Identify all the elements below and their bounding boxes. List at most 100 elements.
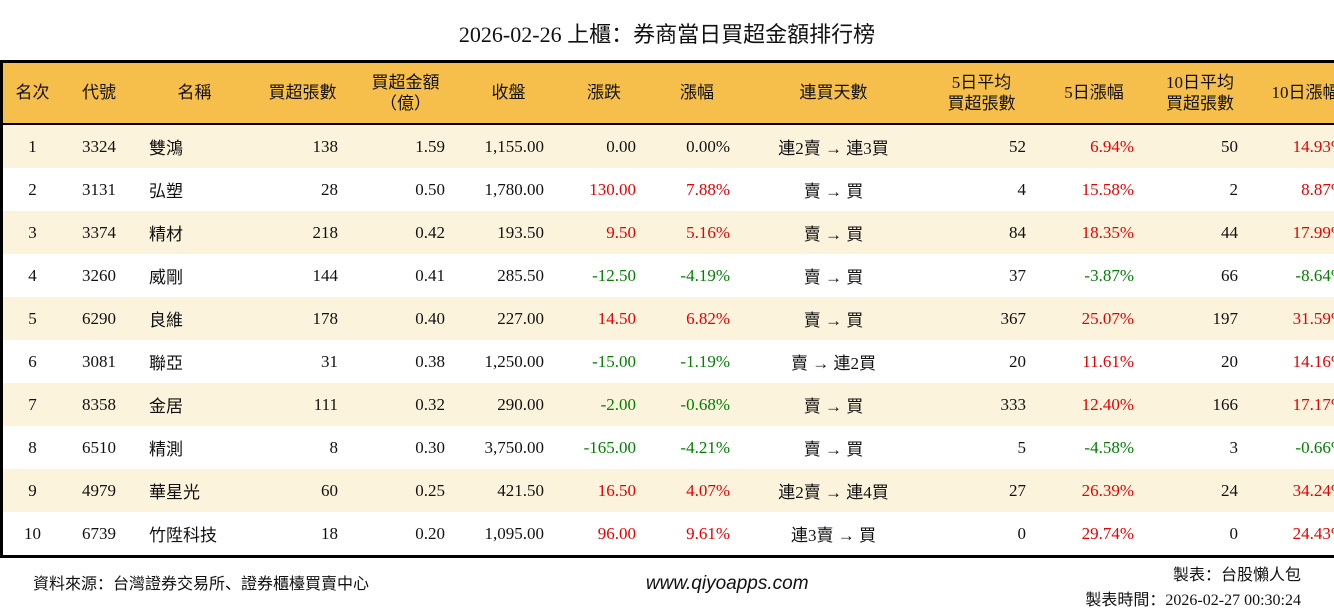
- cell-avg5: 367: [923, 297, 1040, 340]
- cell-avg10: 66: [1148, 254, 1252, 297]
- cell-code: 3260: [62, 254, 136, 297]
- cell-streak: 賣 → 買: [744, 297, 923, 340]
- cell-code: 3324: [62, 124, 136, 168]
- cell-buy_qty: 8: [253, 426, 352, 469]
- cell-rank: 6: [2, 340, 63, 383]
- cell-change_pct: -4.21%: [650, 426, 744, 469]
- cell-buy_amt: 0.42: [352, 211, 459, 254]
- data-source-note: 資料來源：台灣證券交易所、證券櫃檯買賣中心: [33, 564, 369, 594]
- cell-pct10: 8.87%: [1252, 168, 1334, 211]
- cell-avg10: 3: [1148, 426, 1252, 469]
- cell-change_pct: 0.00%: [650, 124, 744, 168]
- cell-buy_amt: 0.41: [352, 254, 459, 297]
- cell-buy_qty: 31: [253, 340, 352, 383]
- cell-rank: 9: [2, 469, 63, 512]
- column-header-rank: 名次: [2, 62, 63, 125]
- column-header-avg10: 10日平均 買超張數: [1148, 62, 1252, 125]
- cell-avg10: 44: [1148, 211, 1252, 254]
- cell-pct10: 17.17%: [1252, 383, 1334, 426]
- cell-pct5: 29.74%: [1040, 512, 1148, 557]
- cell-code: 3374: [62, 211, 136, 254]
- cell-avg5: 52: [923, 124, 1040, 168]
- cell-close: 1,780.00: [459, 168, 558, 211]
- cell-change: 130.00: [558, 168, 650, 211]
- cell-code: 6290: [62, 297, 136, 340]
- cell-buy_qty: 218: [253, 211, 352, 254]
- cell-avg10: 2: [1148, 168, 1252, 211]
- cell-buy_qty: 178: [253, 297, 352, 340]
- cell-pct5: -3.87%: [1040, 254, 1148, 297]
- cell-pct5: 12.40%: [1040, 383, 1148, 426]
- cell-streak: 賣 → 買: [744, 426, 923, 469]
- cell-name: 良維: [136, 297, 253, 340]
- cell-pct5: 11.61%: [1040, 340, 1148, 383]
- cell-pct10: 17.99%: [1252, 211, 1334, 254]
- cell-code: 8358: [62, 383, 136, 426]
- cell-code: 4979: [62, 469, 136, 512]
- footer-credits: 製表：台股懶人包 製表時間：2026-02-27 00:30:24: [1085, 564, 1301, 614]
- cell-pct10: 24.43%: [1252, 512, 1334, 557]
- cell-change: -15.00: [558, 340, 650, 383]
- page-title: 2026-02-26 上櫃：券商當日買超金額排行榜: [0, 0, 1334, 60]
- column-header-close: 收盤: [459, 62, 558, 125]
- cell-name: 精材: [136, 211, 253, 254]
- cell-buy_amt: 0.25: [352, 469, 459, 512]
- cell-pct10: 31.59%: [1252, 297, 1334, 340]
- cell-name: 弘塑: [136, 168, 253, 211]
- website-url: www.qiyoapps.com: [646, 564, 809, 595]
- cell-change_pct: -1.19%: [650, 340, 744, 383]
- cell-avg10: 197: [1148, 297, 1252, 340]
- cell-avg5: 84: [923, 211, 1040, 254]
- cell-name: 雙鴻: [136, 124, 253, 168]
- cell-change: 96.00: [558, 512, 650, 557]
- column-header-pct5: 5日漲幅: [1040, 62, 1148, 125]
- cell-buy_amt: 0.20: [352, 512, 459, 557]
- cell-avg5: 20: [923, 340, 1040, 383]
- cell-pct5: 25.07%: [1040, 297, 1148, 340]
- table-maker: 製表：台股懶人包: [1085, 564, 1301, 589]
- cell-change_pct: 9.61%: [650, 512, 744, 557]
- cell-rank: 3: [2, 211, 63, 254]
- cell-name: 精測: [136, 426, 253, 469]
- cell-name: 聯亞: [136, 340, 253, 383]
- cell-buy_qty: 60: [253, 469, 352, 512]
- cell-streak: 賣 → 買: [744, 254, 923, 297]
- cell-pct5: 15.58%: [1040, 168, 1148, 211]
- column-header-pct10: 10日漲幅: [1252, 62, 1334, 125]
- cell-rank: 7: [2, 383, 63, 426]
- cell-avg10: 24: [1148, 469, 1252, 512]
- cell-rank: 10: [2, 512, 63, 557]
- cell-avg5: 37: [923, 254, 1040, 297]
- cell-buy_qty: 18: [253, 512, 352, 557]
- cell-change_pct: 4.07%: [650, 469, 744, 512]
- cell-streak: 連2賣 → 連3買: [744, 124, 923, 168]
- cell-pct10: -8.64%: [1252, 254, 1334, 297]
- cell-change_pct: 6.82%: [650, 297, 744, 340]
- cell-buy_qty: 138: [253, 124, 352, 168]
- cell-name: 威剛: [136, 254, 253, 297]
- cell-pct5: 18.35%: [1040, 211, 1148, 254]
- cell-code: 3131: [62, 168, 136, 211]
- cell-name: 金居: [136, 383, 253, 426]
- cell-buy_qty: 144: [253, 254, 352, 297]
- cell-pct10: 14.16%: [1252, 340, 1334, 383]
- cell-close: 285.50: [459, 254, 558, 297]
- cell-close: 1,250.00: [459, 340, 558, 383]
- cell-buy_amt: 0.50: [352, 168, 459, 211]
- cell-streak: 賣 → 買: [744, 383, 923, 426]
- cell-close: 227.00: [459, 297, 558, 340]
- cell-rank: 8: [2, 426, 63, 469]
- cell-rank: 2: [2, 168, 63, 211]
- column-header-avg5: 5日平均 買超張數: [923, 62, 1040, 125]
- cell-avg5: 0: [923, 512, 1040, 557]
- column-header-streak: 連買天數: [744, 62, 923, 125]
- cell-buy_amt: 1.59: [352, 124, 459, 168]
- cell-pct5: -4.58%: [1040, 426, 1148, 469]
- cell-change_pct: -4.19%: [650, 254, 744, 297]
